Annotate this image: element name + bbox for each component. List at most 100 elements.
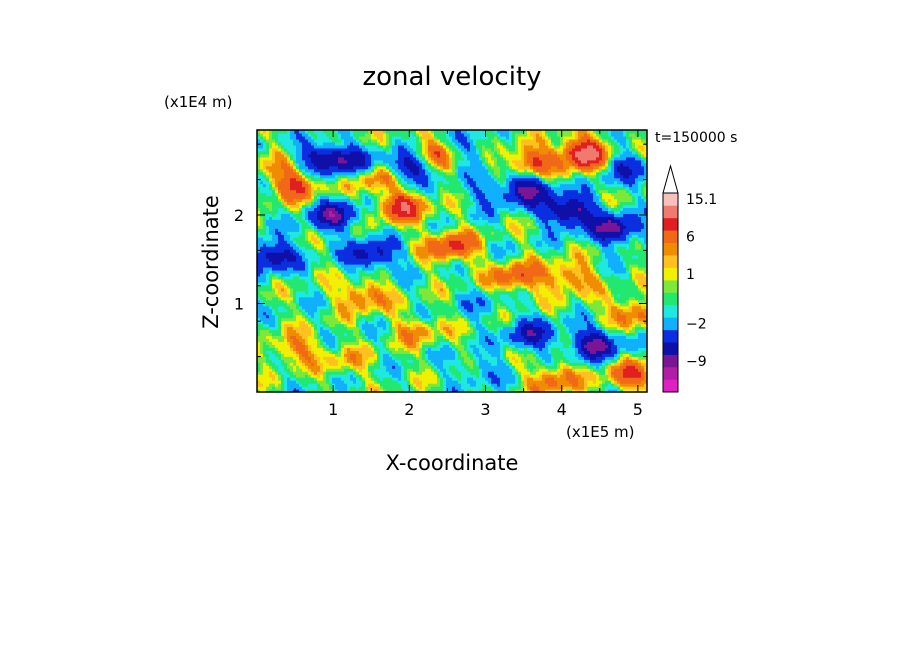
contour-cell [479, 365, 483, 369]
contour-cell [302, 353, 306, 357]
contour-cell [383, 347, 387, 351]
contour-cell [527, 335, 531, 340]
contour-cell [566, 374, 570, 378]
contour-cell [491, 368, 495, 372]
contour-cell [548, 380, 552, 384]
contour-cell [410, 383, 414, 387]
contour-cell [308, 350, 312, 354]
contour-cell [392, 332, 396, 337]
contour-cell [356, 347, 360, 351]
contour-cell [332, 371, 336, 375]
contour-cell [272, 338, 276, 342]
contour-cell [581, 377, 585, 381]
contour-cell [530, 341, 534, 345]
contour-cell [614, 338, 618, 342]
contour-cell [572, 344, 576, 348]
contour-cell [437, 347, 441, 351]
contour-cell [398, 371, 402, 375]
contour-cell [473, 365, 477, 369]
contour-cell [317, 332, 321, 337]
contour-cell [320, 380, 324, 384]
contour-cell [548, 383, 552, 387]
contour-cell [455, 356, 459, 360]
contour-cell [419, 374, 423, 378]
contour-cell [290, 335, 294, 340]
contour-cell [458, 386, 462, 390]
contour-cell [329, 338, 333, 342]
contour-cell [551, 350, 555, 354]
contour-cell [494, 332, 498, 337]
contour-cell [632, 338, 636, 342]
contour-cell [608, 383, 612, 387]
contour-cell [476, 371, 480, 375]
contour-cell [626, 377, 630, 381]
contour-cell [581, 368, 585, 372]
contour-cell [338, 329, 342, 334]
contour-cell [548, 338, 552, 342]
contour-cell [320, 341, 324, 345]
contour-cell [257, 359, 261, 363]
contour-cell [395, 350, 399, 354]
contour-cell [314, 359, 318, 363]
contour-cell [473, 332, 477, 337]
contour-cell [608, 371, 612, 375]
contour-cell [293, 383, 297, 387]
contour-cell [572, 374, 576, 378]
contour-cell [587, 359, 591, 363]
contour-cell [374, 374, 378, 378]
contour-cell [401, 353, 405, 357]
contour-cell [320, 386, 324, 390]
contour-cell [356, 383, 360, 387]
contour-cell [371, 356, 375, 360]
contour-cell [407, 341, 411, 345]
contour-cell [284, 359, 288, 363]
contour-cell [335, 326, 339, 331]
contour-cell [404, 326, 408, 331]
contour-cell [452, 353, 456, 357]
contour-cell [371, 386, 375, 390]
contour-cell [602, 344, 606, 348]
contour-cell [314, 377, 318, 381]
contour-cell [467, 356, 471, 360]
contour-cell [287, 338, 291, 342]
contour-cell [629, 344, 633, 348]
contour-cell [524, 350, 528, 354]
contour-cell [623, 386, 627, 390]
contour-cell [299, 389, 303, 392]
contour-cell [497, 365, 501, 369]
contour-cell [428, 347, 432, 351]
contour-cell [347, 353, 351, 357]
contour-cell [506, 353, 510, 357]
contour-cell [263, 350, 267, 354]
contour-cell [374, 332, 378, 337]
contour-cell [470, 359, 474, 363]
contour-cell [437, 341, 441, 345]
contour-cell [596, 341, 600, 345]
contour-cell [599, 383, 603, 387]
contour-cell [293, 362, 297, 366]
contour-cell [257, 350, 261, 354]
contour-cell [332, 353, 336, 357]
contour-cell [512, 377, 516, 381]
contour-cell [431, 374, 435, 378]
contour-cell [398, 347, 402, 351]
contour-cell [473, 341, 477, 345]
contour-cell [350, 389, 354, 392]
contour-cell [626, 335, 630, 340]
contour-cell [275, 350, 279, 354]
contour-cell [347, 365, 351, 369]
contour-cell [281, 356, 285, 360]
contour-cell [407, 344, 411, 348]
contour-cell [326, 359, 330, 363]
contour-cell [419, 386, 423, 390]
contour-cell [386, 377, 390, 381]
contour-cell [509, 341, 513, 345]
contour-cell [326, 347, 330, 351]
contour-cell [404, 329, 408, 334]
contour-cell [644, 338, 647, 342]
contour-cell [548, 389, 552, 392]
contour-cell [644, 353, 647, 357]
contour-cell [545, 362, 549, 366]
contour-cell [305, 362, 309, 366]
contour-cell [452, 371, 456, 375]
